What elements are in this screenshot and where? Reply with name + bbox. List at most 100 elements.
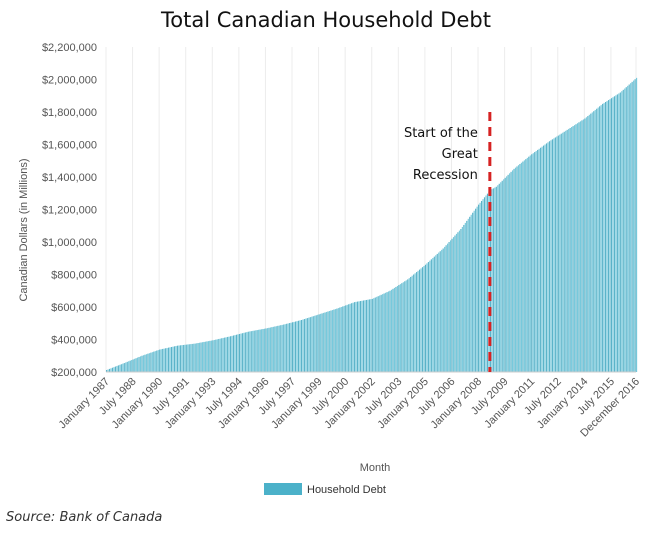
bar bbox=[259, 329, 261, 372]
bar bbox=[241, 333, 243, 372]
bar bbox=[172, 346, 174, 372]
bar bbox=[325, 311, 328, 372]
y-tick-label: $400,000 bbox=[51, 335, 97, 347]
bar bbox=[506, 176, 508, 372]
bar bbox=[206, 341, 208, 372]
bar bbox=[228, 336, 230, 372]
bar bbox=[396, 286, 398, 372]
bar bbox=[308, 317, 310, 372]
bar bbox=[585, 117, 587, 372]
bar bbox=[438, 252, 440, 372]
bar bbox=[514, 167, 517, 372]
bar bbox=[252, 330, 254, 372]
bar bbox=[176, 345, 179, 372]
bar bbox=[256, 330, 258, 372]
bar bbox=[265, 328, 267, 372]
bar bbox=[179, 345, 181, 372]
bar bbox=[557, 135, 559, 372]
bar bbox=[541, 146, 543, 372]
bar bbox=[497, 185, 499, 372]
bar bbox=[190, 344, 192, 372]
bar bbox=[395, 286, 397, 372]
bar bbox=[398, 285, 400, 372]
bar bbox=[582, 119, 584, 372]
bar bbox=[150, 352, 152, 372]
bar bbox=[475, 208, 477, 372]
bar bbox=[330, 310, 332, 372]
bar bbox=[618, 93, 620, 372]
bar bbox=[356, 301, 359, 372]
y-tick-label: $1,000,000 bbox=[42, 237, 97, 249]
bar bbox=[368, 299, 370, 372]
bar bbox=[203, 341, 205, 372]
bar bbox=[593, 111, 595, 372]
bar bbox=[137, 357, 139, 372]
bar bbox=[469, 216, 471, 372]
bar bbox=[196, 343, 198, 372]
bar bbox=[525, 159, 527, 373]
y-tick-label: $1,200,000 bbox=[42, 205, 97, 217]
bar bbox=[464, 222, 466, 372]
bar bbox=[531, 154, 533, 372]
legend-swatch bbox=[264, 483, 302, 495]
bar bbox=[224, 337, 226, 372]
bar bbox=[455, 233, 458, 373]
bar bbox=[166, 347, 168, 372]
bar bbox=[317, 314, 319, 372]
bar bbox=[621, 91, 623, 373]
bar bbox=[606, 101, 608, 372]
bar bbox=[591, 112, 593, 372]
bar bbox=[578, 122, 580, 372]
bar bbox=[153, 351, 155, 372]
bar bbox=[132, 359, 134, 372]
bar bbox=[303, 319, 305, 372]
bar bbox=[433, 256, 435, 373]
bar bbox=[476, 206, 478, 372]
y-tick-label: $1,400,000 bbox=[42, 172, 97, 184]
bar bbox=[108, 368, 111, 372]
bar bbox=[420, 268, 422, 372]
bar bbox=[602, 103, 604, 373]
bar bbox=[302, 319, 304, 372]
bar bbox=[197, 343, 199, 372]
bar bbox=[305, 318, 307, 372]
bar bbox=[315, 315, 317, 372]
bar bbox=[445, 245, 447, 372]
bar bbox=[123, 363, 125, 372]
bar bbox=[503, 179, 505, 372]
bar bbox=[498, 183, 500, 372]
bar bbox=[607, 100, 610, 372]
bar bbox=[134, 358, 136, 372]
bar bbox=[554, 137, 556, 372]
bar bbox=[594, 109, 596, 372]
bar bbox=[630, 83, 632, 372]
bar bbox=[284, 324, 286, 372]
bar bbox=[576, 123, 579, 373]
bar bbox=[336, 308, 338, 373]
y-tick-label: $800,000 bbox=[51, 270, 97, 282]
bar bbox=[287, 323, 289, 372]
bar bbox=[463, 224, 465, 372]
bar bbox=[331, 310, 334, 372]
bar bbox=[271, 327, 273, 372]
bar bbox=[296, 321, 298, 372]
bar bbox=[376, 296, 378, 372]
bar bbox=[213, 339, 215, 372]
bar bbox=[516, 166, 518, 372]
bar bbox=[182, 344, 184, 372]
bar bbox=[628, 84, 630, 373]
bar bbox=[625, 87, 627, 373]
bar bbox=[275, 326, 277, 372]
bar bbox=[590, 113, 592, 373]
bar bbox=[294, 321, 297, 372]
bar bbox=[636, 77, 638, 373]
bar bbox=[225, 337, 227, 372]
bar bbox=[581, 120, 583, 373]
bar bbox=[290, 322, 292, 372]
bar bbox=[114, 366, 117, 372]
bar bbox=[323, 312, 325, 372]
y-axis-label: Canadian Dollars (in Millions) bbox=[18, 158, 30, 301]
bar bbox=[467, 218, 469, 372]
bar bbox=[605, 101, 607, 372]
